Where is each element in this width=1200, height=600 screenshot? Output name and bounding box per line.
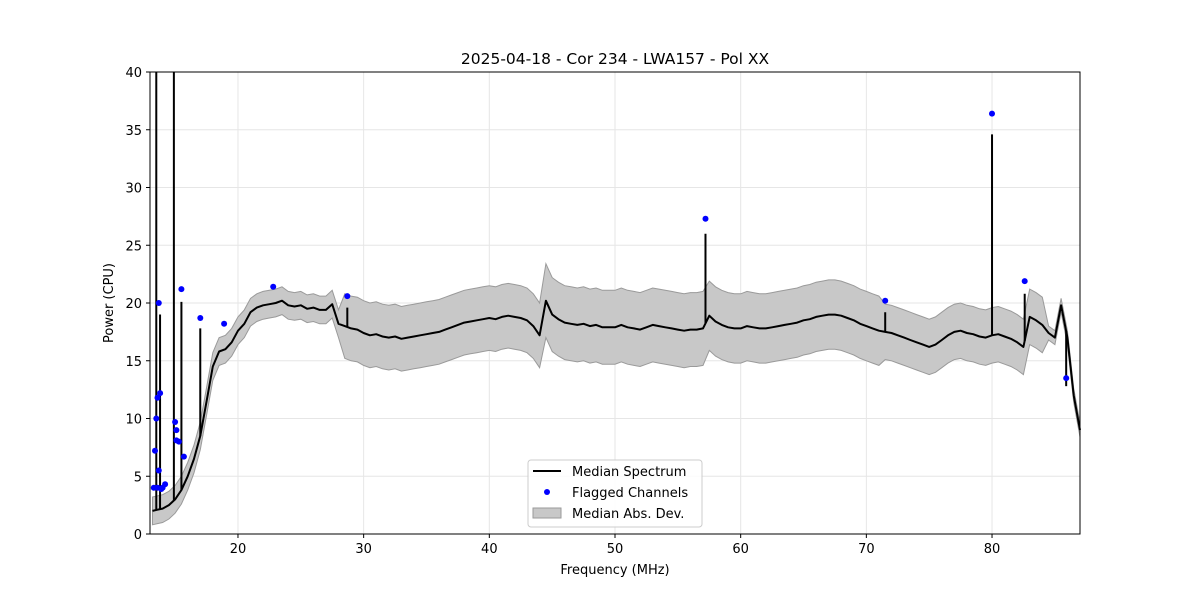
chart-title: 2025-04-18 - Cor 234 - LWA157 - Pol XX	[461, 50, 770, 68]
flagged-channel-point	[173, 427, 180, 434]
y-tick-label: 15	[125, 355, 142, 370]
flagged-channel-point	[221, 320, 228, 327]
x-axis-label: Frequency (MHz)	[560, 563, 669, 578]
legend-label-mad: Median Abs. Dev.	[572, 507, 684, 522]
x-tick-label: 40	[481, 542, 498, 557]
y-tick-label: 5	[134, 470, 142, 485]
legend-patch-swatch	[532, 507, 562, 519]
y-tick-label: 0	[134, 528, 142, 543]
flagged-channel-point	[270, 283, 277, 290]
flagged-channel-point	[153, 415, 160, 422]
x-axis-ticks: 20 30 40 50 60 70 80	[230, 534, 1001, 557]
flagged-channel-point	[197, 315, 204, 321]
y-tick-label: 35	[125, 124, 142, 139]
flagged-channel-point	[154, 394, 161, 401]
flagged-channel-point	[175, 438, 182, 445]
y-tick-label: 40	[125, 66, 142, 81]
flagged-channel-point	[1063, 375, 1070, 382]
x-tick-label: 70	[858, 542, 875, 557]
flagged-channel-point	[155, 467, 162, 474]
median-spectrum-line	[152, 299, 1081, 512]
flagged-channel-point	[155, 300, 162, 306]
x-tick-label: 30	[355, 542, 372, 557]
flagged-channel-point	[180, 453, 187, 460]
median-spectrum-layer	[152, 299, 1081, 512]
y-axis-label: Power (CPU)	[102, 263, 117, 343]
x-tick-label: 50	[607, 542, 624, 557]
legend-marker-swatch	[544, 489, 550, 495]
x-tick-label: 80	[984, 542, 1001, 557]
x-tick-label: 20	[230, 542, 247, 557]
flagged-channel-point	[178, 286, 185, 293]
legend-box	[527, 459, 703, 528]
flagged-channel-point	[1021, 278, 1028, 285]
flagged-channel-point	[344, 293, 351, 300]
y-tick-label: 10	[125, 413, 142, 428]
flagged-channel-point	[172, 419, 179, 425]
y-tick-label: 30	[125, 182, 142, 197]
flagged-channel-point	[157, 390, 164, 397]
flagged-channel-point	[882, 297, 889, 304]
flagged-channel-point	[162, 481, 169, 488]
x-tick-label: 60	[732, 542, 749, 557]
legend-label-median: Median Spectrum	[572, 465, 686, 480]
flagged-channels-layer	[150, 110, 1070, 492]
y-tick-label: 25	[125, 239, 142, 254]
legend: Median Spectrum Flagged Channels Median …	[527, 459, 703, 528]
flagged-channel-point	[989, 110, 995, 117]
y-tick-label: 20	[125, 297, 142, 312]
legend-label-flagged: Flagged Channels	[572, 486, 688, 501]
flagged-channel-point	[152, 447, 158, 454]
y-axis-ticks: 0 5 10 15 20 25 30 35 40	[125, 66, 150, 543]
flagged-channel-point	[702, 215, 709, 222]
